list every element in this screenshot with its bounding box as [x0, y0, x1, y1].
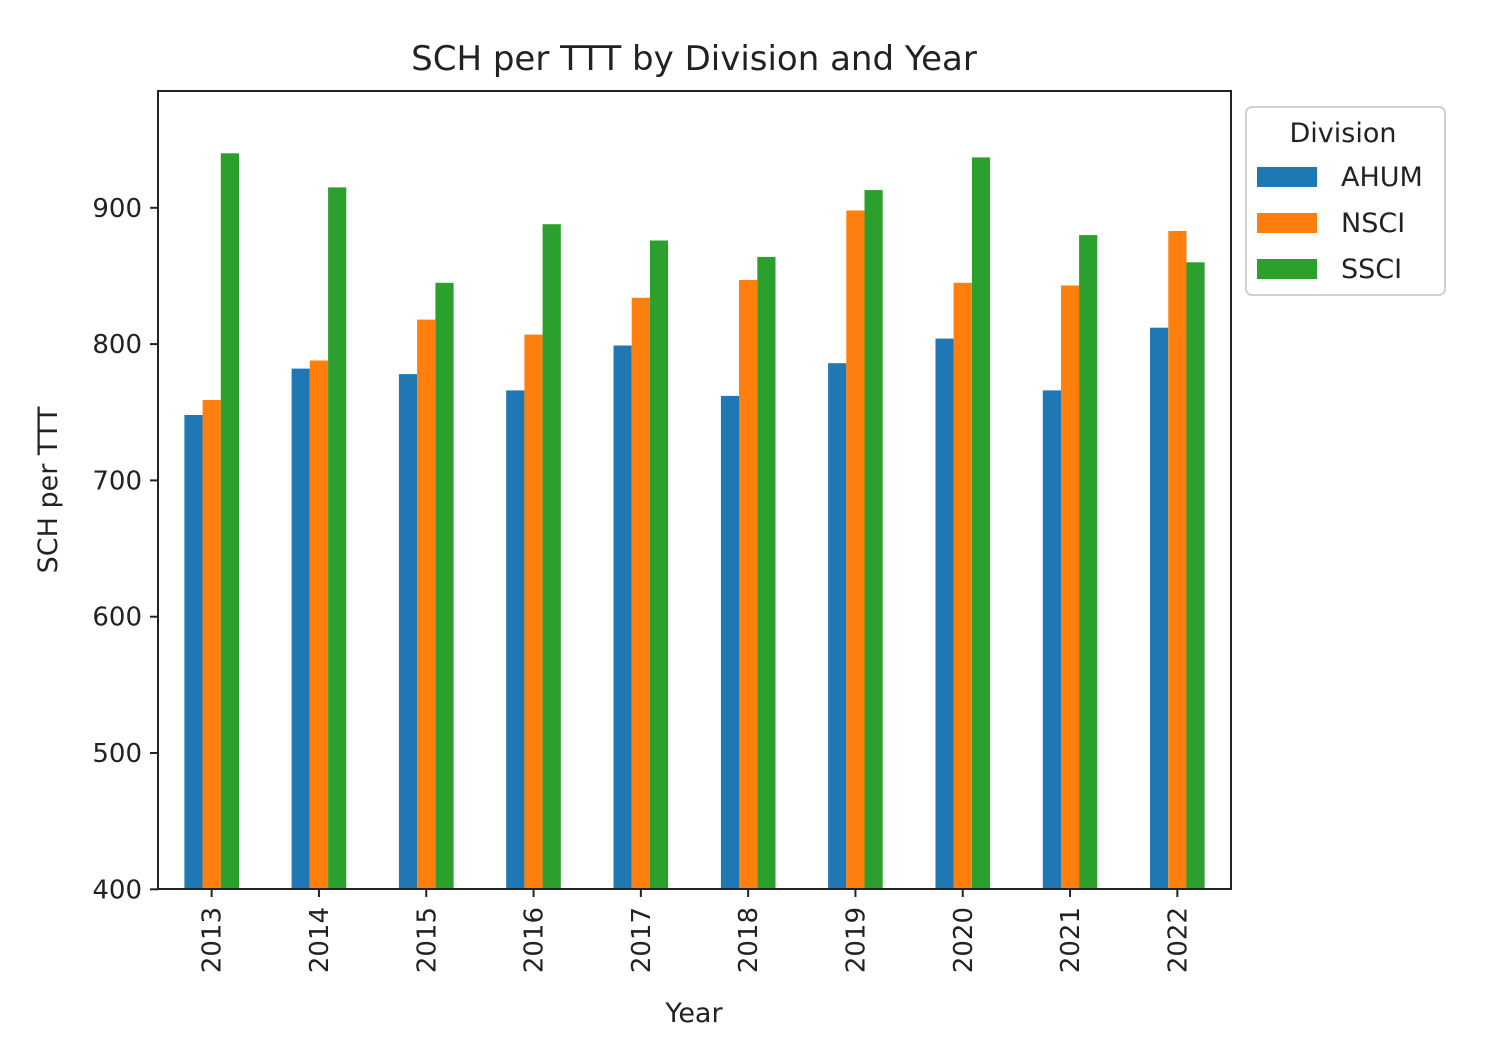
- bar-ahum-2018: [720, 395, 740, 889]
- y-tick-label: 500: [92, 739, 142, 769]
- bar-ssci-2017: [649, 240, 669, 889]
- bar-nsci-2017: [631, 297, 650, 889]
- bar-ssci-2014: [328, 187, 347, 889]
- legend-swatch-ahum: [1257, 167, 1317, 187]
- bar-nsci-2018: [739, 280, 758, 889]
- x-axis-label: Year: [664, 998, 723, 1029]
- plot-frame: [157, 90, 1232, 890]
- bar-ssci-2018: [757, 256, 776, 889]
- bar-nsci-2021: [1061, 285, 1080, 889]
- bar-nsci-2019: [846, 210, 865, 889]
- bar-ahum-2014: [291, 368, 310, 890]
- x-tick-label: 2022: [1163, 907, 1193, 973]
- y-tick-label: 800: [92, 330, 142, 360]
- x-tick-label: 2014: [305, 907, 335, 973]
- x-tick-label: 2015: [412, 907, 442, 973]
- legend: Division AHUM NSCI SSCI: [1245, 106, 1446, 296]
- y-tick-label: 900: [92, 194, 142, 224]
- bar-ahum-2019: [828, 363, 847, 889]
- bar-nsci-2013: [202, 400, 221, 889]
- y-tick-label: 600: [92, 603, 142, 633]
- bar-ssci-2013: [220, 153, 239, 890]
- y-axis: 400 500 600 700 800 900: [92, 194, 158, 905]
- x-tick-label: 2018: [734, 907, 764, 973]
- bar-nsci-2016: [524, 334, 543, 890]
- x-tick-label: 2016: [520, 907, 550, 973]
- bar-ahum-2015: [398, 374, 418, 890]
- x-tick-label: 2021: [1056, 907, 1086, 973]
- x-tick-label: 2013: [198, 907, 228, 973]
- legend-swatch-nsci: [1257, 213, 1317, 233]
- bar-ssci-2019: [864, 190, 883, 890]
- y-axis-label: SCH per TTT: [33, 406, 64, 573]
- legend-label-nsci: NSCI: [1341, 208, 1405, 239]
- bar-ssci-2021: [1079, 235, 1098, 890]
- bar-ahum-2013: [184, 415, 203, 889]
- bar-ahum-2021: [1042, 390, 1061, 889]
- bar-nsci-2022: [1168, 231, 1187, 889]
- chart-title: SCH per TTT by Division and Year: [411, 39, 977, 79]
- x-tick-label: 2019: [841, 907, 871, 973]
- y-tick-label: 400: [92, 875, 142, 905]
- bar-ssci-2022: [1186, 262, 1205, 889]
- bar-ssci-2016: [542, 224, 561, 889]
- legend-swatch-ssci: [1257, 259, 1317, 279]
- bar-ssci-2020: [971, 157, 991, 889]
- bar-ahum-2020: [935, 338, 954, 890]
- x-axis: 2013 2014 2015 2016 2017 2018 2019 2020 2021 2022: [198, 889, 1193, 973]
- bar-ahum-2016: [506, 390, 525, 889]
- legend-label-ssci: SSCI: [1341, 254, 1402, 285]
- legend-label-ahum: AHUM: [1341, 162, 1423, 193]
- bars-layer: [184, 153, 1205, 890]
- x-tick-label: 2020: [949, 907, 979, 973]
- bar-nsci-2015: [417, 319, 436, 890]
- bar-ahum-2022: [1150, 327, 1169, 889]
- bar-ssci-2015: [435, 282, 454, 889]
- bar-nsci-2014: [309, 360, 328, 889]
- bar-nsci-2020: [953, 282, 972, 889]
- x-tick-label: 2017: [627, 907, 657, 973]
- legend-box: [1245, 106, 1446, 296]
- bar-ahum-2017: [613, 345, 632, 889]
- legend-title: Division: [1290, 118, 1397, 149]
- y-tick-label: 700: [92, 466, 142, 496]
